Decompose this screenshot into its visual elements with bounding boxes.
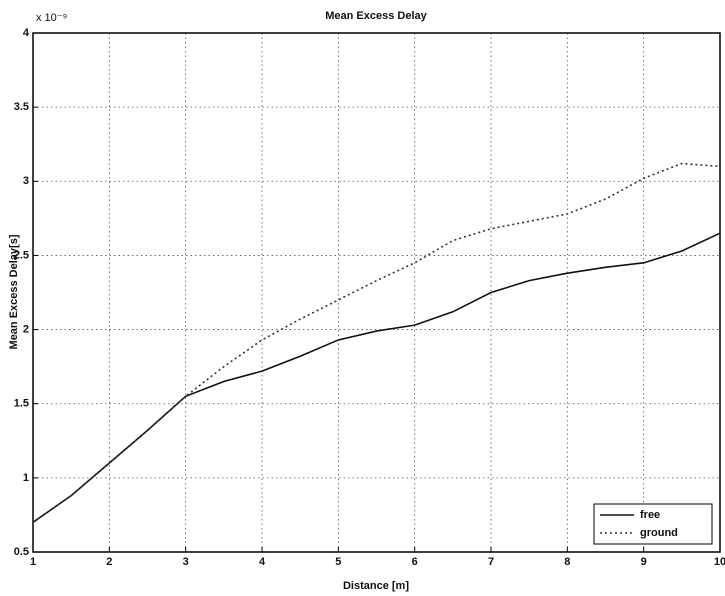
chart-title: Mean Excess Delay [325,10,427,22]
series-line [32,232,721,523]
x-tick-label: 3 [183,556,189,568]
x-tick-label: 6 [412,556,418,568]
exponent-label: x 10⁻⁹ [36,12,67,24]
y-tick-label: 1 [23,472,29,484]
legend-label: ground [640,527,678,539]
y-tick-label: 3 [23,175,29,187]
y-tick-label: 0.5 [14,546,29,558]
x-tick-label: 1 [30,556,36,568]
x-tick-label: 5 [335,556,341,568]
x-tick-label: 9 [641,556,647,568]
series-line [32,162,721,523]
y-tick-label: 4 [23,27,30,39]
y-tick-label: 3.5 [14,101,29,113]
y-tick-label: 2.5 [14,249,29,261]
x-tick-label: 8 [564,556,570,568]
legend-label: free [640,509,660,521]
x-tick-label: 7 [488,556,494,568]
x-tick-label: 4 [259,556,266,568]
y-tick-label: 1.5 [14,398,29,410]
legend-box [593,503,713,545]
x-tick-label: 10 [714,556,725,568]
y-tick-label: 2 [23,323,29,335]
y-axis-label: Mean Excess Delay[s] [8,234,20,349]
x-axis-label: Distance [m] [343,580,409,592]
plot-frame [32,32,721,553]
x-tick-label: 2 [106,556,112,568]
